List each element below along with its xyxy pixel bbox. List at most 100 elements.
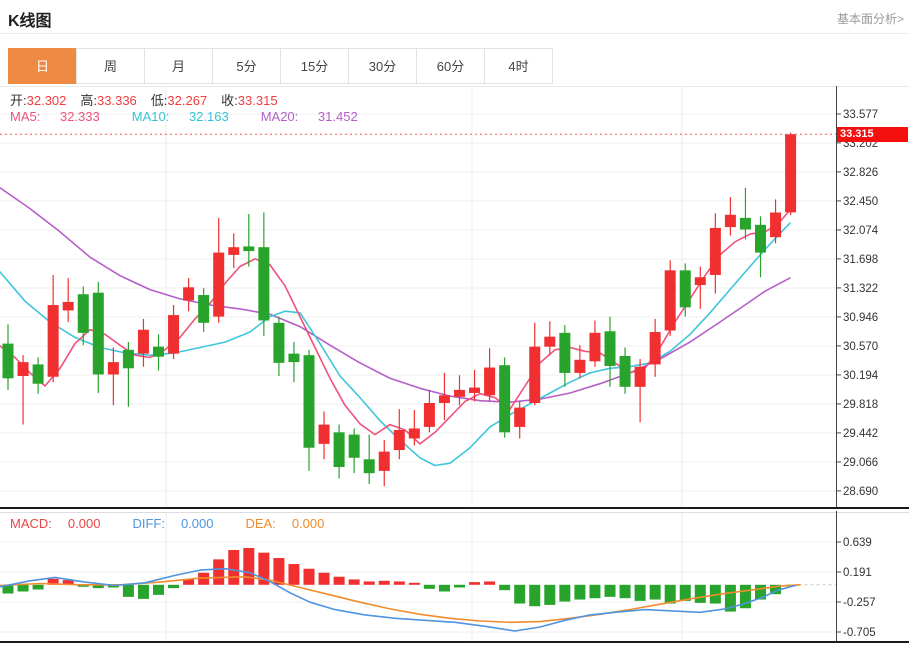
macd-bar — [2, 584, 14, 594]
macd-bar — [619, 584, 631, 599]
macd-bar — [724, 584, 736, 612]
candle-body — [303, 355, 315, 448]
candle-body — [273, 322, 285, 363]
candle-body — [724, 214, 736, 228]
macd-bar — [153, 584, 164, 595]
candle-body — [168, 315, 180, 354]
y-axis-label: 29.818 — [843, 399, 878, 411]
candle-body — [679, 270, 691, 308]
macd-bar — [47, 578, 59, 585]
candle-body — [574, 359, 586, 373]
candle-body — [288, 353, 300, 363]
macd-bar — [243, 547, 255, 585]
macd-bar — [122, 584, 134, 597]
candle-body — [122, 349, 134, 369]
fundamental-analysis-link[interactable]: 基本面分析> — [836, 12, 904, 26]
candle-body — [258, 247, 270, 321]
tab-30分[interactable]: 30分 — [348, 48, 417, 84]
macd-bar — [318, 572, 330, 585]
macd-bar — [589, 584, 601, 599]
candle-body — [755, 224, 766, 253]
candle-body — [62, 301, 74, 311]
macd-bar — [559, 584, 571, 602]
candle-body — [378, 451, 390, 471]
candlestick-chart-canvas[interactable]: 33.57733.20232.82632.45032.07431.69831.3… — [0, 86, 909, 509]
y-axis-label: 32.450 — [843, 196, 878, 208]
candle-body — [634, 366, 646, 387]
macd-bar — [77, 584, 89, 587]
macd-bar — [378, 580, 390, 585]
macd-bar — [273, 558, 285, 585]
candle-body — [32, 364, 44, 384]
macd-bar — [393, 581, 405, 585]
y-axis-label: 29.066 — [843, 457, 878, 469]
macd-chart-canvas[interactable]: 0.639 0.191 -0.257 -0.705 — [0, 511, 909, 644]
tab-15分[interactable]: 15分 — [280, 48, 349, 84]
ohlc-readout: 开:32.302 高:33.336 低:32.267 收:33.315 — [10, 90, 292, 109]
candle-body — [785, 134, 797, 213]
current-price-tag: 33.315 — [837, 127, 908, 142]
macd-value-readout: MACD: 0.000 — [10, 516, 101, 531]
macd-bar — [514, 584, 526, 604]
candle-body — [559, 332, 571, 373]
candle-body — [499, 365, 511, 433]
y-axis-label: 33.577 — [843, 109, 878, 121]
candle-body — [589, 332, 601, 362]
y-axis-label: 31.698 — [843, 254, 878, 266]
low-value: 32.267 — [167, 93, 208, 108]
macd-y-axis-label: 0.191 — [843, 567, 872, 579]
macd-bar — [770, 584, 782, 595]
candle-body — [619, 355, 631, 387]
title-divider — [0, 33, 909, 34]
macd-bar — [183, 579, 195, 585]
candle-body — [469, 387, 481, 393]
tab-5分[interactable]: 5分 — [212, 48, 281, 84]
macd-bar — [499, 584, 511, 591]
macd-bar — [17, 584, 29, 592]
tab-4时[interactable]: 4时 — [484, 48, 553, 84]
macd-bar — [634, 584, 646, 601]
macd-bar — [348, 579, 360, 585]
candle-body — [153, 346, 164, 357]
y-axis-label: 31.322 — [843, 283, 878, 295]
tab-60分[interactable]: 60分 — [416, 48, 485, 84]
candle-body — [228, 247, 240, 255]
high-value: 33.336 — [97, 93, 137, 108]
macd-bar — [649, 584, 661, 600]
candle-body — [454, 389, 465, 397]
candlestick-chart[interactable]: 33.577 33.202 32.826 32.450 32.074 31.698 31.3… — [0, 86, 909, 509]
candle-body — [604, 331, 616, 366]
candle-body — [318, 424, 330, 444]
macd-pane[interactable]: 0.639 0.191 -0.257 -0.705 — [0, 511, 909, 644]
candle-body — [514, 407, 526, 427]
candle-body — [664, 270, 676, 331]
tab-月[interactable]: 月 — [144, 48, 213, 84]
candle-body — [438, 395, 450, 403]
ma5-readout: MA5: 32.333 — [10, 109, 100, 124]
macd-bar — [423, 584, 435, 589]
candle-body — [107, 362, 119, 375]
macd-bar — [529, 584, 541, 607]
macd-bar — [755, 584, 766, 600]
chart-pane-top-border — [0, 86, 909, 87]
candle-body — [183, 287, 195, 301]
candle-body — [243, 246, 255, 252]
macd-bar — [679, 584, 691, 601]
candle-body — [213, 252, 225, 317]
macd-bar — [438, 584, 450, 592]
tab-周[interactable]: 周 — [76, 48, 145, 84]
dea-line — [0, 576, 801, 624]
macd-bar — [574, 584, 586, 600]
macd-bar — [168, 584, 180, 589]
ma-readout: MA5: 32.333 MA10: 32.163 MA20: 31.452 — [10, 109, 390, 124]
tab-日[interactable]: 日 — [8, 48, 77, 84]
open-label: 开: — [10, 93, 27, 108]
candle-body — [694, 277, 706, 285]
candle-body — [709, 227, 721, 275]
ma10-readout: MA10: 32.163 — [131, 109, 229, 124]
close-value: 33.315 — [237, 93, 278, 108]
candle-body — [363, 459, 375, 474]
macd-bar — [454, 584, 465, 588]
candle-body — [739, 217, 751, 230]
candle-body — [137, 329, 149, 354]
